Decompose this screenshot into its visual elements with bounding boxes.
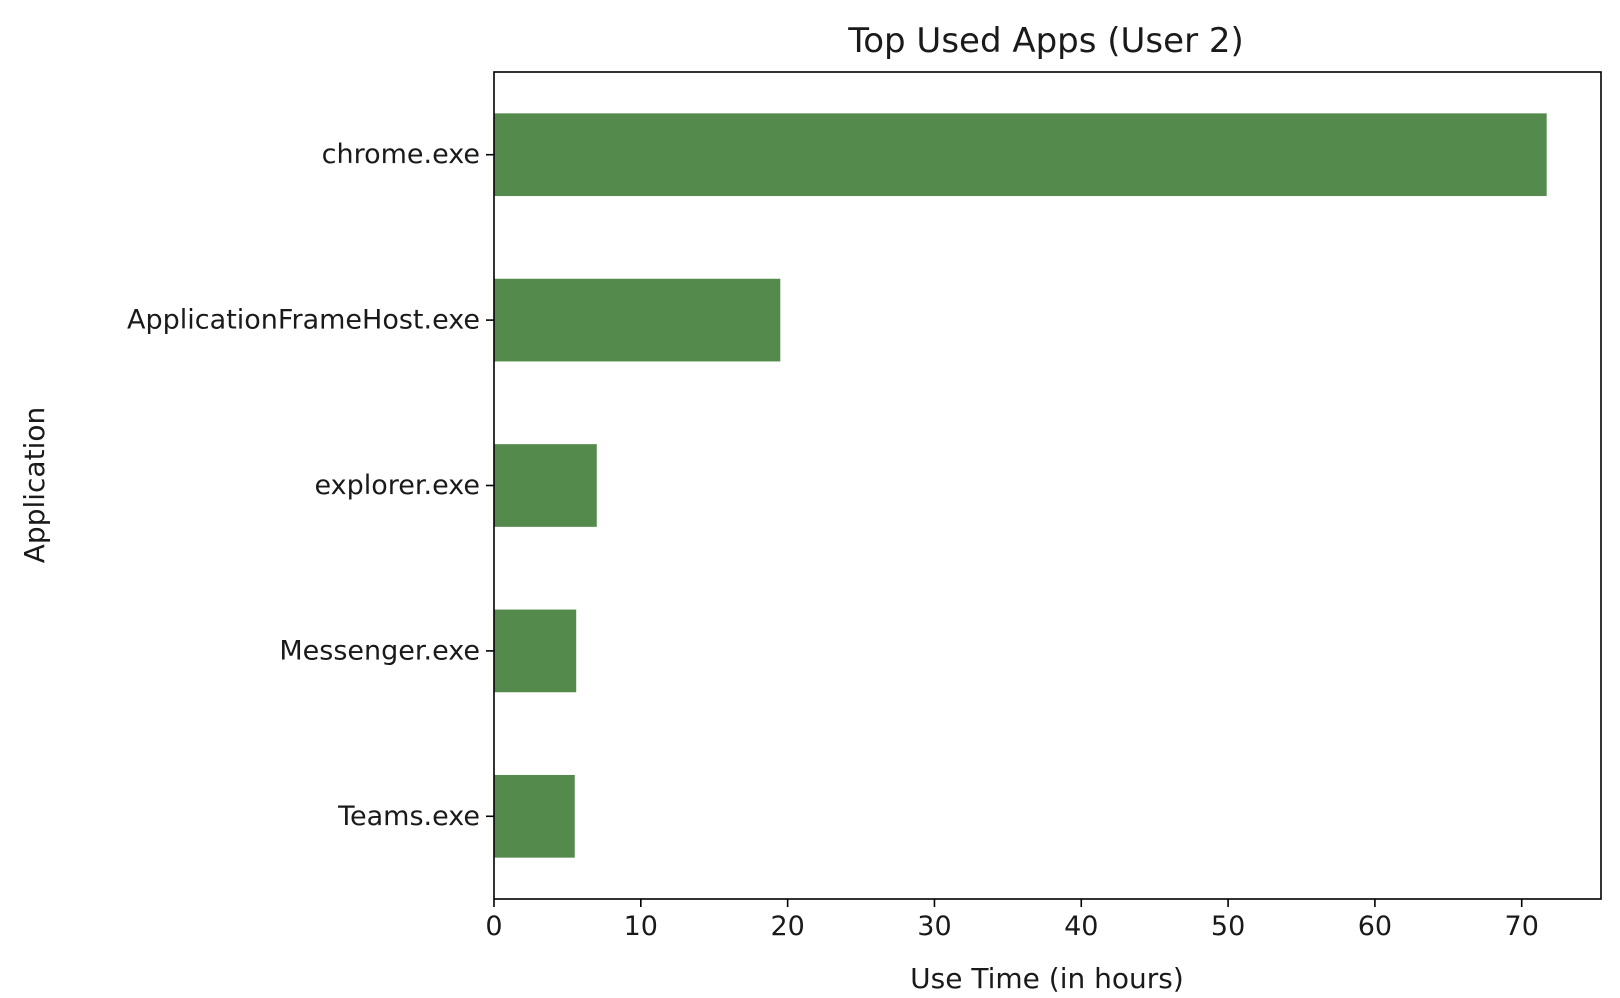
bar-Teams.exe: [494, 774, 575, 858]
x-tick-label: 70: [1505, 911, 1539, 942]
bars: [494, 113, 1547, 858]
x-tick-label: 50: [1211, 911, 1245, 942]
bar-explorer.exe: [494, 444, 597, 527]
x-axis-ticks: 0 10 20 30 40 50 60 70: [485, 899, 1539, 942]
x-tick-label: 40: [1064, 911, 1098, 942]
plot-frame: [493, 71, 1602, 900]
x-tick-label: 30: [917, 911, 951, 942]
x-tick-label: 20: [770, 911, 804, 942]
y-tick-label: ApplicationFrameHost.exe: [127, 305, 480, 336]
y-tick-label: chrome.exe: [322, 139, 480, 170]
bar-chrome.exe: [494, 113, 1547, 197]
x-tick-label: 10: [624, 911, 658, 942]
x-tick-label: 0: [485, 911, 502, 942]
y-axis-ticks: chrome.exe ApplicationFrameHost.exe explor…: [127, 139, 494, 832]
chart-title: Top Used Apps (User 2): [847, 21, 1244, 61]
y-axis-title: Application: [18, 407, 51, 563]
y-tick-label: Messenger.exe: [279, 635, 480, 666]
y-tick-label: explorer.exe: [315, 470, 481, 501]
y-tick-label: Teams.exe: [337, 801, 480, 832]
bar-ApplicationFrameHost.exe: [494, 278, 781, 362]
x-axis-title: Use Time (in hours): [910, 962, 1184, 995]
bar-Messenger.exe: [494, 609, 577, 693]
x-tick-label: 60: [1358, 911, 1392, 942]
